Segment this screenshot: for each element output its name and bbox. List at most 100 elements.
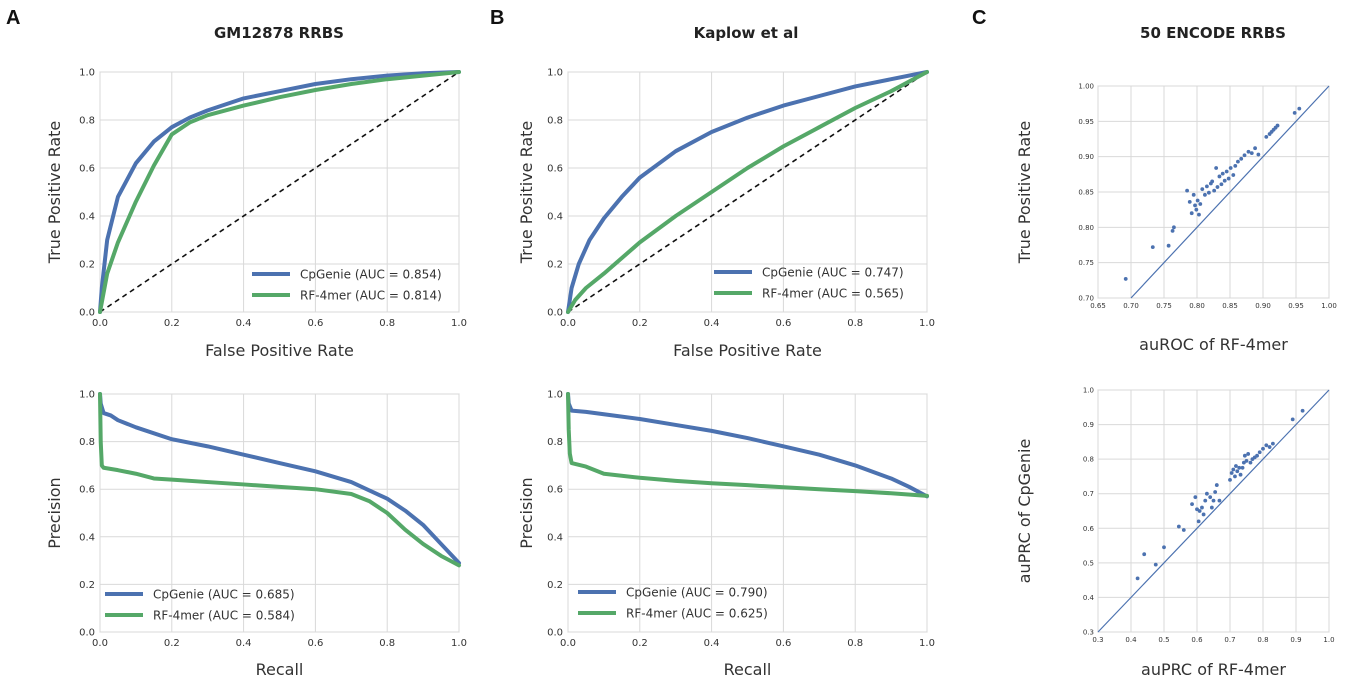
diagonal-reference-line [1097, 389, 1330, 633]
scatter-point [1242, 453, 1247, 458]
scatter-point [1253, 146, 1257, 151]
y-tick-label: 0.5 [1083, 559, 1094, 567]
y-tick-label: 0.6 [79, 164, 95, 175]
x-tick-label: 1.0 [919, 318, 935, 329]
x-axis-label: auROC of RF-4mer [1139, 335, 1288, 354]
scatter-point [1233, 474, 1237, 479]
scatter-point [1246, 452, 1251, 456]
y-tick-label: 0.4 [79, 532, 95, 543]
scatter-point [1255, 453, 1259, 458]
x-tick-label: 0.2 [632, 318, 648, 329]
y-tick-label: 0.4 [547, 212, 563, 223]
y-tick-label: 0.75 [1078, 259, 1094, 267]
scatter-point [1209, 505, 1214, 510]
scatter-point [1297, 106, 1302, 111]
y-tick-label: 0.7 [1083, 490, 1094, 498]
x-tick-label: 1.0 [451, 318, 467, 329]
x-tick-label: 0.4 [1125, 636, 1137, 644]
panel-letter-c: C [972, 7, 986, 29]
y-tick-label: 0.0 [79, 628, 95, 639]
y-tick-label: 1.0 [547, 390, 563, 401]
x-tick-label: 0.4 [236, 638, 252, 649]
x-tick-label: 0.2 [164, 638, 180, 649]
scatter-point [1123, 277, 1128, 281]
x-tick-label: 0.6 [307, 638, 323, 649]
x-tick-label: 1.0 [919, 638, 935, 649]
scatter-point [1228, 477, 1232, 482]
x-tick-label: 0.65 [1090, 302, 1106, 310]
y-tick-label: 0.85 [1078, 189, 1094, 197]
scatter-point [1170, 228, 1175, 233]
scatter-point [1292, 110, 1297, 115]
y-tick-label: 0.0 [547, 628, 563, 639]
scatter-point [1236, 159, 1240, 164]
chart-a-roc: 0.0 0.2 0.4 0.6 0.8 1.0 0.0 0.2 0.4 0.6 0.8 1.0 Fals… [45, 68, 467, 361]
x-axis-label: False Positive Rate [205, 341, 354, 360]
chart-c-roc: 0.65 0.70 0.75 0.80 0.85 0.90 0.95 1.000.700.75… [1015, 83, 1337, 355]
panel-letter-b: B [490, 7, 504, 29]
x-tick-label: 1.0 [1323, 636, 1334, 644]
scatter-point [1150, 245, 1155, 250]
scatter-point [1203, 498, 1208, 503]
scatter-point [1246, 149, 1251, 154]
series-line-cpgenie [566, 70, 929, 314]
x-tick-label: 0.8 [847, 318, 863, 329]
x-tick-label: 0.7 [1224, 636, 1235, 644]
scatter-point [1213, 490, 1218, 494]
x-axis-label: Recall [724, 660, 772, 679]
scatter-point [1275, 123, 1280, 128]
x-tick-label: 1.0 [451, 638, 467, 649]
x-tick-label: 0.4 [704, 318, 720, 329]
y-tick-label: 0.8 [79, 437, 95, 448]
legend-label-rf-4mer: RF-4mer (AUC = 0.565) [762, 287, 904, 301]
y-tick-label: 1.0 [547, 68, 563, 79]
diagonal-reference-line [1130, 85, 1330, 299]
scatter-point [1196, 519, 1201, 524]
x-tick-label: 1.00 [1321, 302, 1337, 310]
chart-c-pr: 0.3 0.4 0.5 0.6 0.7 0.8 0.9 1.0 0.3 0.4 0.5 0.6 0.7 0… [1015, 387, 1335, 680]
y-axis-label: Precision [517, 477, 536, 548]
y-tick-label: 0.4 [79, 212, 95, 223]
scatter-point [1181, 528, 1186, 532]
scatter-point [1214, 166, 1219, 170]
x-axis-label: Recall [256, 660, 304, 679]
chart-b-roc: 0.0 0.2 0.4 0.6 0.8 1.0 0.0 0.2 0.4 0.6 0.8 1.0 Fals… [517, 68, 935, 361]
series-line-rf-4mer [566, 70, 929, 314]
scatter-point [1166, 243, 1171, 248]
series-line-rf-4mer [566, 392, 929, 498]
scatter-point [1226, 176, 1231, 181]
y-tick-label: 0.8 [547, 437, 563, 448]
x-tick-label: 0.9 [1290, 636, 1301, 644]
scatter-point [1256, 152, 1261, 157]
legend-label-rf-4mer: RF-4mer (AUC = 0.584) [153, 609, 295, 623]
x-tick-label: 0.4 [704, 638, 720, 649]
x-tick-label: 0.75 [1156, 302, 1172, 310]
y-tick-label: 0.6 [79, 485, 95, 496]
legend-label-cpgenie: CpGenie (AUC = 0.685) [153, 588, 295, 602]
x-tick-label: 0.6 [1191, 636, 1203, 644]
scatter-point [1212, 188, 1217, 193]
scatter-point [1205, 491, 1209, 496]
x-tick-label: 0.6 [775, 318, 791, 329]
x-tick-label: 0.6 [307, 318, 323, 329]
scatter-point [1185, 188, 1189, 193]
x-tick-label: 0.8 [379, 318, 395, 329]
scatter-point [1187, 199, 1192, 204]
scatter-point [1300, 408, 1305, 413]
x-tick-label: 0.0 [92, 318, 108, 329]
scatter-point [1215, 185, 1220, 189]
scatter-point [1267, 445, 1272, 449]
chart-b-pr: 0.0 0.2 0.4 0.6 0.8 1.0 0.0 0.2 0.4 0.6 0.8 1.0 Reca… [517, 390, 935, 680]
x-tick-label: 0.0 [92, 638, 108, 649]
y-axis-label: True Positive Rate [517, 121, 536, 265]
scatter-point [1191, 192, 1196, 197]
y-tick-label: 0.2 [79, 260, 95, 271]
scatter-point [1222, 178, 1227, 183]
y-tick-label: 0.6 [547, 485, 563, 496]
scatter-point [1231, 467, 1236, 472]
legend: CpGenie (AUC = 0.790) RF-4mer (AUC = 0.62… [578, 586, 768, 621]
scatter-point [1249, 151, 1254, 156]
panel-title-b: Kaplow et al [694, 24, 799, 42]
scatter-point [1228, 166, 1233, 170]
y-tick-label: 1.00 [1078, 83, 1094, 91]
